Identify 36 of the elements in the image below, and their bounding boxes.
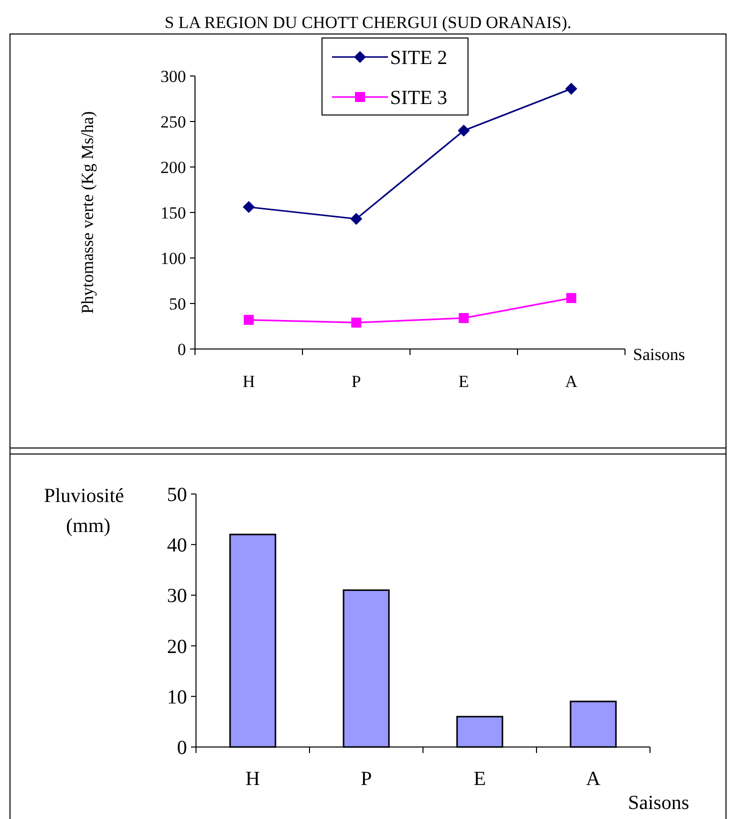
y-tick-label: 50 bbox=[167, 484, 187, 506]
legend-label: SITE 3 bbox=[390, 87, 448, 109]
point bbox=[242, 201, 255, 214]
y-tick-label: 250 bbox=[160, 112, 186, 132]
y-tick-label: 0 bbox=[177, 737, 187, 759]
y-tick-label: 0 bbox=[178, 340, 186, 359]
y-tick-label: 100 bbox=[160, 248, 186, 268]
x-tick-label: A bbox=[565, 372, 578, 391]
point bbox=[458, 313, 469, 324]
x-tick-label: P bbox=[360, 768, 372, 790]
x-axis-title: Saisons bbox=[633, 345, 685, 364]
point bbox=[565, 82, 578, 95]
x-tick-label: H bbox=[246, 768, 260, 790]
legend-label: SITE 2 bbox=[390, 47, 448, 69]
y-tick-label: 30 bbox=[167, 585, 187, 608]
point bbox=[244, 314, 254, 325]
y-tick-label: 20 bbox=[167, 636, 187, 658]
x-tick-label: P bbox=[352, 372, 361, 391]
point bbox=[566, 293, 576, 304]
x-tick-label: E bbox=[474, 768, 486, 790]
point bbox=[351, 318, 362, 328]
point bbox=[458, 124, 470, 137]
point bbox=[350, 212, 362, 225]
chart-title: S LA REGION DU CHOTT CHERGUI (SUD ORANAIS). bbox=[164, 13, 572, 32]
y-tick-label: 50 bbox=[169, 294, 186, 314]
y-tick-label: 10 bbox=[167, 686, 187, 708]
y-tick-label: 300 bbox=[160, 66, 186, 86]
y-axis-title: Pluviosité (mm) bbox=[44, 485, 124, 537]
y-tick-label: 200 bbox=[160, 158, 186, 177]
x-axis-title: Saisons bbox=[628, 792, 690, 814]
x-tick-label: E bbox=[458, 372, 469, 391]
y-tick-label: 40 bbox=[167, 534, 187, 557]
x-tick-label: A bbox=[586, 768, 602, 790]
x-tick-label: H bbox=[242, 372, 255, 391]
y-axis-title: Phytomasse verte (Kg Ms/ha) bbox=[78, 111, 97, 314]
y-tick-label: 150 bbox=[160, 203, 186, 222]
